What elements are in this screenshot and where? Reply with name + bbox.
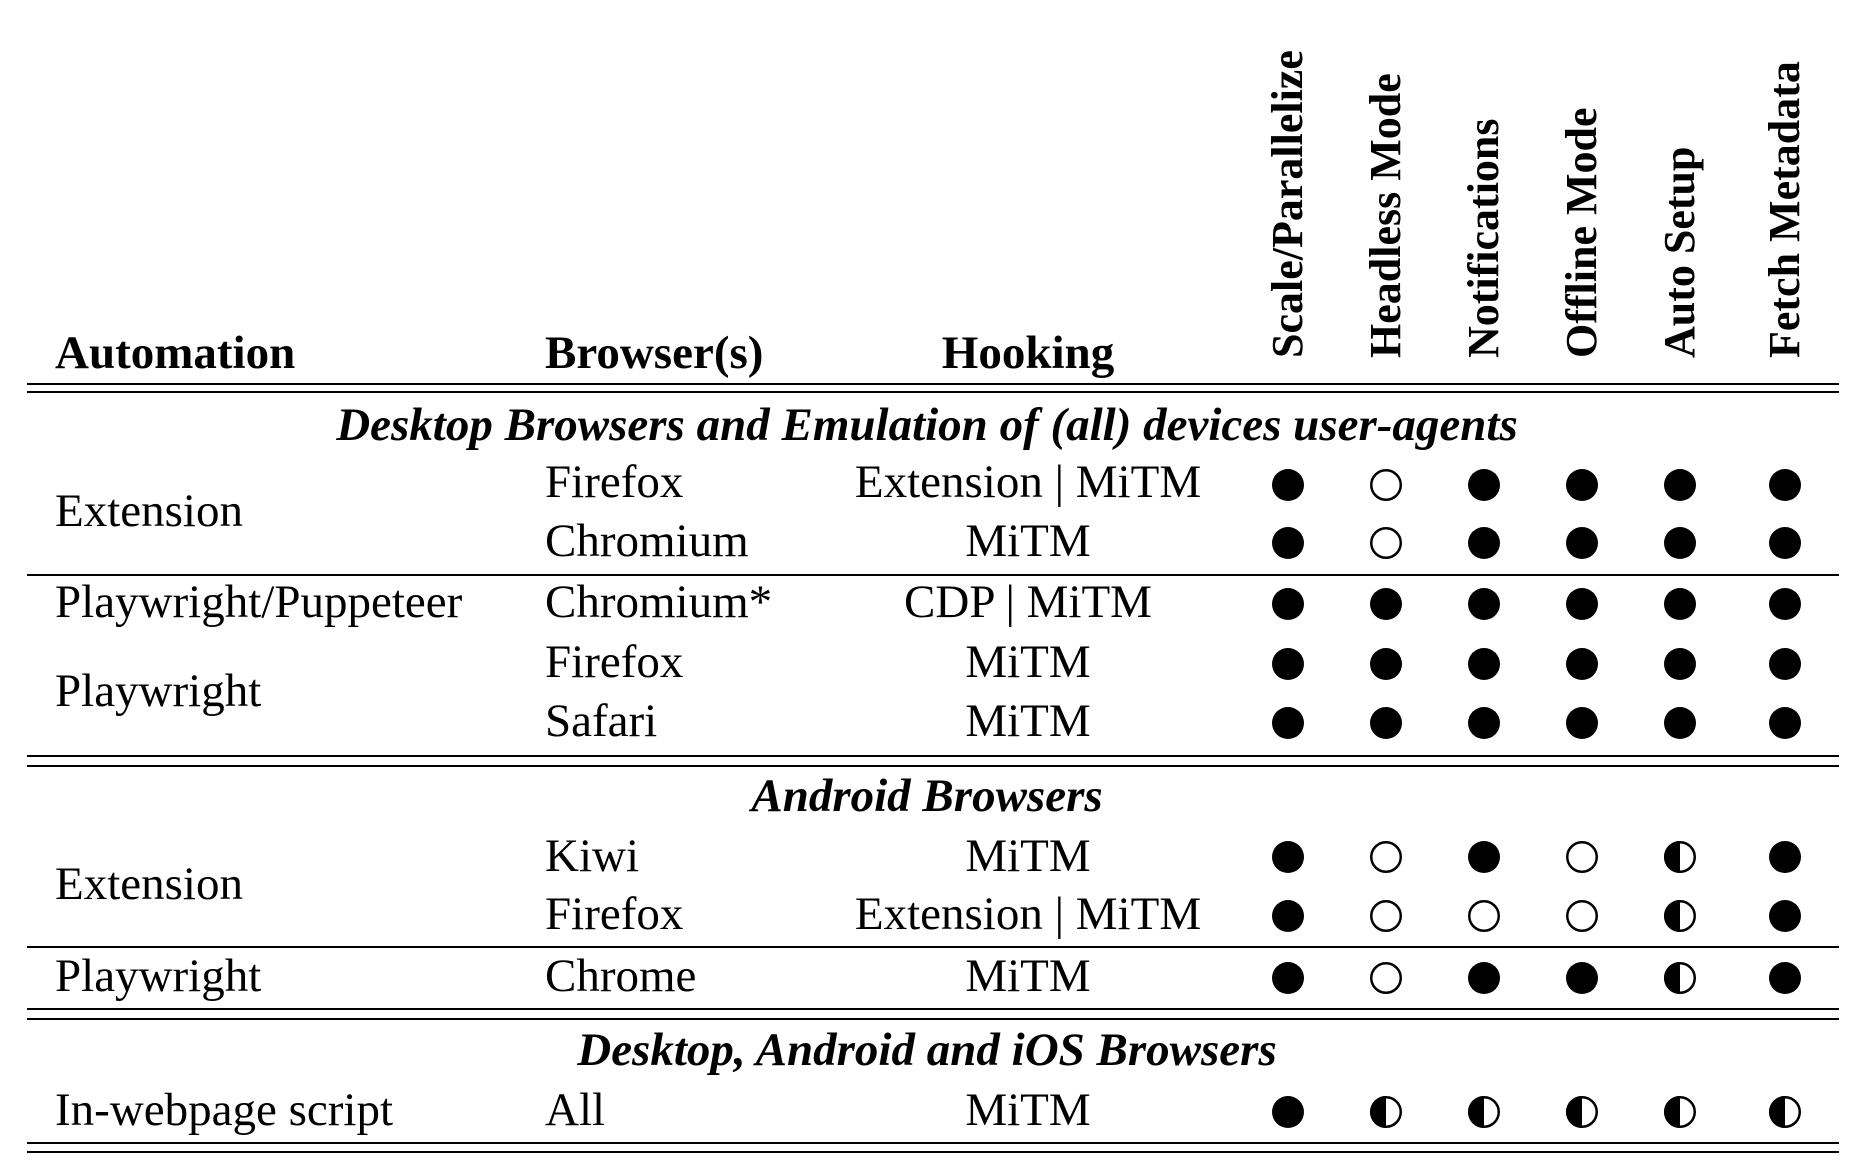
rule-double-bottom	[27, 391, 1839, 393]
feature-symbol-none	[1370, 962, 1402, 994]
hooking-cell: MiTM	[965, 695, 1091, 747]
browser-cell: Firefox	[545, 888, 684, 940]
hooking-cell: CDP | MiTM	[904, 576, 1152, 628]
rule-group	[27, 574, 1839, 576]
feature-symbol-full	[1769, 588, 1801, 620]
feature-symbol-full	[1664, 648, 1696, 680]
feature-symbol-full	[1769, 962, 1801, 994]
rule-double-top	[27, 1142, 1839, 1144]
browser-cell: All	[545, 1084, 606, 1136]
hooking-cell: Extension | MiTM	[854, 456, 1202, 508]
hooking-cell: MiTM	[965, 950, 1091, 1002]
feature-symbol-full	[1272, 1096, 1304, 1128]
hooking-cell: Extension | MiTM	[854, 888, 1202, 940]
feature-symbol-full	[1664, 707, 1696, 739]
feature-symbol-full	[1664, 469, 1696, 501]
feature-symbol-full	[1566, 707, 1598, 739]
feature-symbol-full	[1370, 588, 1402, 620]
feature-symbol-none	[1370, 527, 1402, 559]
browser-cell: Safari	[545, 695, 658, 747]
feature-symbol-full	[1664, 527, 1696, 559]
rule-double-bottom	[27, 765, 1839, 767]
feature-symbol-full	[1468, 527, 1500, 559]
automation-cell: In-webpage script	[55, 1084, 393, 1136]
feature-symbol-full	[1566, 962, 1598, 994]
feature-symbol-partial	[1370, 1096, 1402, 1128]
feature-symbol-full	[1468, 469, 1500, 501]
automation-cell: Playwright	[55, 950, 262, 1002]
automation-cell: Extension	[55, 485, 243, 537]
feature-symbol-partial	[1664, 900, 1696, 932]
feature-symbol-full	[1468, 588, 1500, 620]
feature-symbol-full	[1468, 841, 1500, 873]
feature-symbol-partial	[1664, 841, 1696, 873]
automation-cell: Playwright	[55, 665, 262, 717]
feature-symbol-full	[1664, 588, 1696, 620]
hooking-cell: MiTM	[965, 830, 1091, 882]
browser-cell: Firefox	[545, 456, 684, 508]
feature-symbol-full	[1468, 648, 1500, 680]
feature-symbol-partial	[1769, 1096, 1801, 1128]
feature-symbol-full	[1566, 588, 1598, 620]
feature-symbol-full	[1272, 962, 1304, 994]
feature-symbol-partial	[1664, 1096, 1696, 1128]
feature-symbol-full	[1769, 648, 1801, 680]
rule-double-bottom	[27, 1151, 1839, 1153]
rule-double-top	[27, 755, 1839, 757]
feature-symbol-none	[1566, 900, 1598, 932]
feature-symbol-partial	[1664, 962, 1696, 994]
browser-cell: Chromium	[545, 515, 749, 567]
feature-symbol-full	[1769, 900, 1801, 932]
feature-symbol-none	[1370, 841, 1402, 873]
feature-symbol-full	[1468, 707, 1500, 739]
feature-symbol-none	[1370, 469, 1402, 501]
feature-symbol-full	[1769, 841, 1801, 873]
rule-double-top	[27, 1008, 1839, 1010]
automation-cell: Extension	[55, 858, 243, 910]
feature-symbol-full	[1272, 707, 1304, 739]
browser-cell: Chrome	[545, 950, 697, 1002]
feature-symbol-none	[1370, 900, 1402, 932]
feature-symbol-partial	[1566, 1096, 1598, 1128]
feature-symbol-full	[1769, 527, 1801, 559]
feature-symbol-full	[1272, 648, 1304, 680]
hooking-cell: MiTM	[965, 1084, 1091, 1136]
section-title: Android Browsers	[751, 770, 1103, 822]
browser-cell: Kiwi	[545, 830, 639, 882]
browser-cell: Firefox	[545, 636, 684, 688]
col-header-hooking: Hooking	[941, 327, 1115, 379]
feature-symbol-none	[1468, 900, 1500, 932]
feature-symbol-full	[1272, 588, 1304, 620]
feature-symbol-full	[1769, 707, 1801, 739]
feature-symbol-full	[1272, 841, 1304, 873]
feature-symbol-partial	[1468, 1096, 1500, 1128]
feature-symbol-full	[1769, 469, 1801, 501]
feature-symbol-full	[1272, 900, 1304, 932]
col-header-automation: Automation	[55, 327, 296, 379]
rule-double-bottom	[27, 1018, 1839, 1020]
section-title: Desktop Browsers and Emulation of (all) …	[336, 399, 1518, 451]
feature-symbol-full	[1272, 527, 1304, 559]
feature-symbol-full	[1566, 469, 1598, 501]
automation-cell: Playwright/Puppeteer	[55, 576, 463, 628]
hooking-cell: MiTM	[965, 636, 1091, 688]
hooking-cell: MiTM	[965, 515, 1091, 567]
browser-cell: Chromium*	[545, 576, 773, 628]
rule-group	[27, 946, 1839, 948]
col-header-browsers: Browser(s)	[545, 327, 764, 379]
feature-symbol-full	[1370, 707, 1402, 739]
section-title: Desktop, Android and iOS Browsers	[577, 1024, 1277, 1076]
feature-symbol-full	[1566, 527, 1598, 559]
rule-double-top	[27, 383, 1839, 385]
feature-symbol-full	[1370, 648, 1402, 680]
feature-symbol-full	[1566, 648, 1598, 680]
feature-symbol-none	[1566, 841, 1598, 873]
feature-symbol-full	[1468, 962, 1500, 994]
feature-symbol-full	[1272, 469, 1304, 501]
